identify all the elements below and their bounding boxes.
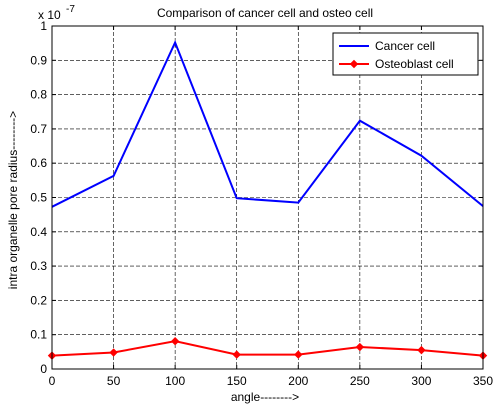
plot-background bbox=[52, 26, 483, 369]
legend-label: Cancer cell bbox=[375, 39, 435, 53]
x-tick-label: 350 bbox=[473, 374, 493, 388]
y-tick-label: 0.1 bbox=[30, 328, 47, 342]
data-point-marker bbox=[294, 350, 303, 359]
x-tick-label: 200 bbox=[288, 374, 308, 388]
x-tick-label: 50 bbox=[107, 374, 121, 388]
x-tick-label: 150 bbox=[227, 374, 247, 388]
chart-title: Comparison of cancer cell and osteo cell bbox=[157, 6, 373, 20]
data-point-marker bbox=[355, 342, 365, 352]
x-tick-label: 100 bbox=[165, 374, 185, 388]
data-point-marker bbox=[109, 348, 118, 357]
y-axis-exponent-base: x 10 bbox=[38, 8, 61, 22]
y-tick-label: 0.3 bbox=[30, 259, 47, 273]
data-point-marker bbox=[232, 350, 241, 359]
series-line-osteoblast-cell bbox=[51, 340, 484, 357]
y-tick-label: 1 bbox=[40, 19, 47, 33]
legend-label: Osteoblast cell bbox=[375, 57, 454, 71]
legend-swatch-marker bbox=[349, 59, 359, 69]
x-tick-label: 250 bbox=[350, 374, 370, 388]
y-tick-label: 0.6 bbox=[30, 156, 47, 170]
plot-area bbox=[52, 26, 483, 369]
y-tick-label: 0.4 bbox=[30, 225, 47, 239]
x-axis-label: angle--------> bbox=[231, 390, 299, 404]
x-axis-ticks: 0 50 100 150 200 250 300 350 bbox=[49, 26, 493, 388]
data-point-marker bbox=[417, 345, 426, 355]
y-axis-ticks: 0 0.1 0.2 0.3 0.4 0.5 0.6 0.7 0.8 0.9 1 bbox=[30, 19, 483, 376]
x-tick-label: 0 bbox=[49, 374, 56, 388]
y-tick-label: 0.2 bbox=[30, 293, 47, 307]
y-tick-label: 0.7 bbox=[30, 122, 47, 136]
y-tick-label: 0 bbox=[40, 362, 47, 376]
grid-lines bbox=[52, 26, 483, 369]
series-line-cancer-cell bbox=[51, 39, 484, 208]
legend-box bbox=[332, 32, 479, 76]
series-layer bbox=[47, 39, 488, 360]
y-axis-exponent: x 10 -7 bbox=[38, 4, 75, 22]
y-tick-label: 0.9 bbox=[30, 53, 47, 67]
legend: Cancer cell Osteoblast cell bbox=[332, 32, 479, 76]
y-axis-exponent-power: -7 bbox=[66, 4, 75, 15]
y-tick-label: 0.5 bbox=[30, 191, 47, 205]
data-point-marker bbox=[170, 337, 180, 346]
y-tick-label: 0.8 bbox=[30, 88, 47, 102]
y-axis-label: intra organelle pore radius--------> bbox=[6, 111, 20, 289]
x-tick-label: 300 bbox=[411, 374, 431, 388]
